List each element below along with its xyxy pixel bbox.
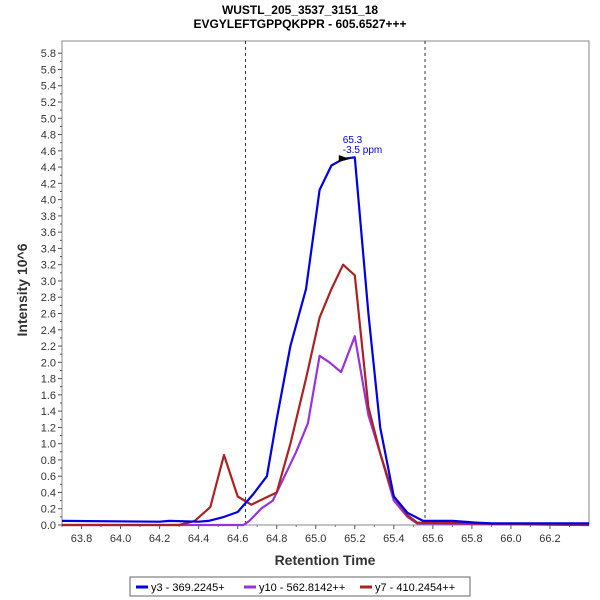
peak-annotation-rt: 65.3 [343, 135, 363, 146]
y-tick-label: 4.4 [41, 162, 56, 174]
y-tick-label: 3.6 [41, 227, 56, 239]
y-tick-label: 2.4 [41, 325, 56, 337]
y-tick-label: 5.2 [41, 97, 56, 109]
chart-subtitle: EVGYLEFTGPPQKPPR - 605.6527+++ [193, 17, 406, 31]
legend-label-1: y10 - 562.8142++ [259, 582, 345, 594]
y-tick-label: 5.0 [41, 113, 56, 125]
legend-box [129, 576, 471, 597]
y-tick-label: 0.6 [41, 471, 56, 483]
series-line-1 [62, 335, 590, 527]
y-axis-ticks: 0.0 0.2 0.4 0.6 0.8 1.0 1.2 1.4 1.6 1.8 2.0 2.2 2.4 2… [41, 48, 62, 532]
legend-label-2: y7 - 410.2454++ [375, 582, 455, 594]
series-lines [61, 156, 590, 527]
y-tick-label: 0.0 [41, 520, 56, 532]
series-line-0 [61, 156, 589, 525]
series-line-2 [62, 263, 590, 527]
y-tick-label: 5.4 [41, 81, 56, 93]
y-tick-label: 5.8 [41, 48, 56, 60]
y-tick-label: 3.8 [41, 211, 56, 223]
chart-legend: y3 - 369.2245+ y10 - 562.8142++ y7 - 410.2… [129, 576, 471, 597]
y-tick-label: 2.2 [41, 341, 56, 353]
y-tick-label: 1.2 [41, 422, 56, 434]
x-tick-label: 65.4 [383, 533, 404, 545]
y-axis-label: Intensity 10^6 [14, 243, 30, 336]
peak-marker-icon [338, 154, 350, 162]
y-tick-label: 3.2 [41, 260, 56, 272]
x-tick-label: 66.2 [539, 533, 560, 545]
x-tick-label: 66.0 [500, 533, 521, 545]
y-tick-label: 4.0 [41, 195, 56, 207]
y-tick-label: 3.0 [41, 276, 56, 288]
peak-annotation-ppm: -3.5 ppm [343, 145, 382, 156]
integration-boundaries [244, 41, 426, 525]
x-tick-label: 64.2 [149, 533, 170, 545]
y-tick-label: 5.6 [41, 64, 56, 76]
y-tick-label: 1.6 [41, 390, 56, 402]
y-tick-label: 2.0 [41, 357, 56, 369]
y-tick-label: 4.6 [41, 146, 56, 158]
x-tick-label: 65.0 [305, 533, 326, 545]
y-tick-label: 1.8 [41, 374, 56, 386]
y-tick-label: 2.8 [41, 292, 56, 304]
x-tick-label: 63.8 [71, 533, 92, 545]
x-tick-label: 65.2 [344, 533, 365, 545]
x-tick-label: 64.4 [188, 533, 209, 545]
y-tick-label: 4.8 [41, 130, 56, 142]
y-tick-label: 2.6 [41, 309, 56, 321]
y-tick-label: 0.8 [41, 455, 56, 467]
x-tick-label: 64.6 [227, 533, 248, 545]
legend-label-0: y3 - 369.2245+ [151, 582, 225, 594]
y-tick-label: 0.4 [41, 487, 56, 499]
y-tick-label: 0.2 [41, 504, 56, 516]
x-axis-ticks: 63.8 64.0 64.2 64.4 64.6 64.8 65.0 65.2 65.4 65.6… [61, 525, 570, 545]
y-tick-label: 4.2 [41, 178, 56, 190]
plot-area [61, 40, 590, 526]
chart-title: WUSTL_205_3537_3151_18 [222, 3, 378, 17]
peak-annotation: 65.3 -3.5 ppm [338, 135, 382, 162]
y-tick-label: 1.0 [41, 439, 56, 451]
x-tick-label: 65.8 [461, 533, 482, 545]
y-tick-label: 3.4 [41, 243, 56, 255]
y-tick-label: 1.4 [41, 406, 56, 418]
x-tick-label: 64.0 [110, 533, 131, 545]
x-tick-label: 65.6 [422, 533, 443, 545]
x-tick-label: 64.8 [266, 533, 287, 545]
x-axis-label: Retention Time [275, 552, 376, 568]
